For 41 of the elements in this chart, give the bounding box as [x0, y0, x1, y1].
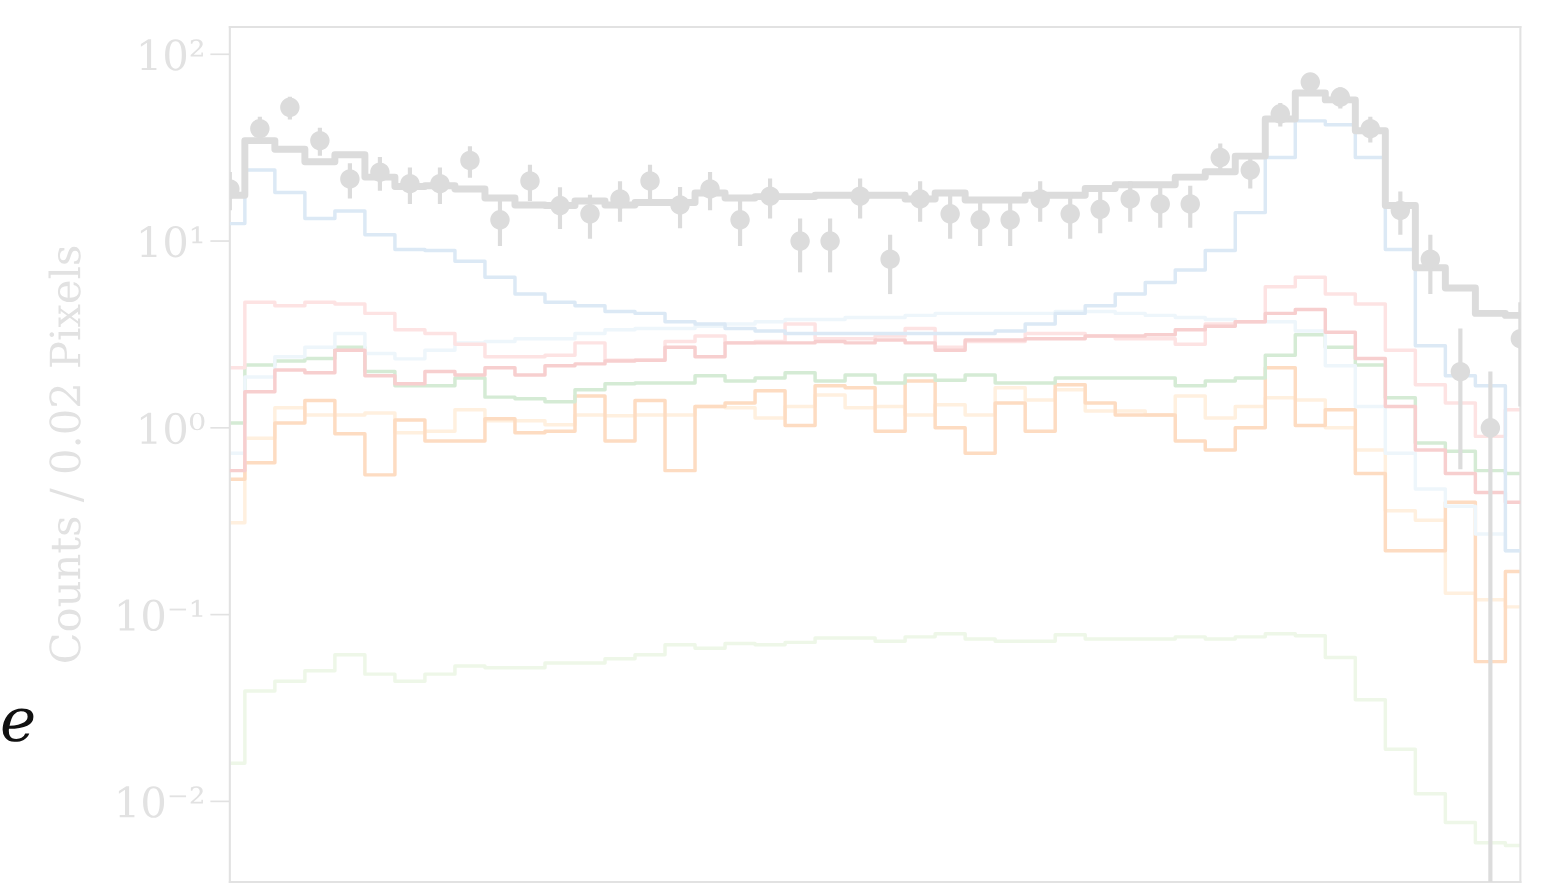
point	[940, 204, 960, 224]
point	[1150, 194, 1170, 214]
point	[1270, 104, 1291, 124]
point	[760, 186, 780, 206]
point	[580, 204, 600, 224]
point	[820, 231, 840, 251]
point	[490, 210, 510, 230]
text: e	[2, 708, 34, 742]
point	[1390, 200, 1411, 221]
point	[700, 179, 720, 199]
point	[1480, 418, 1501, 438]
point	[670, 195, 690, 215]
point	[460, 150, 480, 171]
point	[850, 186, 870, 206]
point	[1180, 194, 1200, 214]
point	[1360, 118, 1381, 139]
point	[1300, 72, 1321, 92]
point	[880, 249, 900, 269]
point	[340, 169, 360, 189]
point	[1240, 160, 1260, 180]
point	[520, 171, 540, 191]
point	[730, 210, 750, 230]
point	[430, 173, 450, 194]
point	[1330, 87, 1351, 107]
point	[310, 130, 330, 151]
point	[250, 118, 270, 139]
point	[1030, 189, 1050, 209]
point	[370, 162, 390, 182]
point	[400, 173, 420, 194]
point	[1090, 199, 1110, 219]
point	[550, 195, 570, 216]
point	[790, 231, 810, 251]
point	[1060, 204, 1080, 224]
point	[640, 171, 660, 191]
point	[910, 189, 930, 209]
point	[280, 97, 300, 118]
point	[1450, 361, 1471, 382]
point	[970, 210, 990, 230]
point	[1120, 189, 1140, 209]
point	[1210, 147, 1230, 168]
point	[1000, 210, 1020, 230]
